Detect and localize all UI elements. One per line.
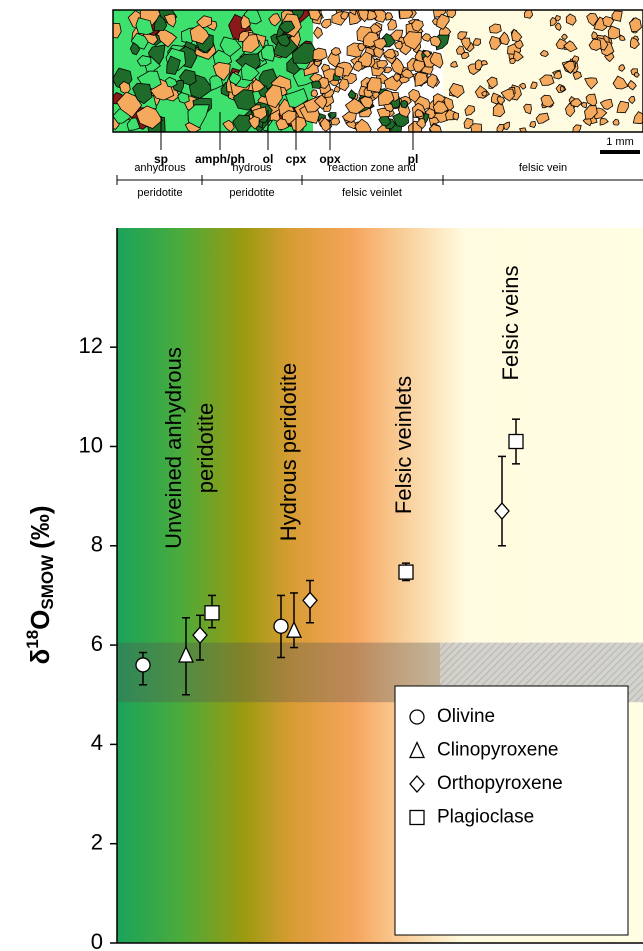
marker xyxy=(274,619,288,633)
group-label: peridotite xyxy=(193,403,218,494)
grain xyxy=(471,124,482,135)
group-label: Unveined anhydrous xyxy=(161,347,186,549)
zone-label: felsic vein xyxy=(519,162,567,174)
delta: δ xyxy=(25,649,55,665)
legend-label: Orthopyroxene xyxy=(437,773,563,794)
y-tick-label: 6 xyxy=(91,631,103,656)
zone-label: anhydrous xyxy=(134,162,186,174)
y-tick-label: 12 xyxy=(79,333,103,358)
y-tick-label: 2 xyxy=(91,830,103,855)
grain xyxy=(108,23,121,38)
grain xyxy=(481,61,487,65)
zone-label: hydrous xyxy=(232,162,272,174)
grain xyxy=(453,112,459,120)
svg-text:δ18OSMOW(‰): δ18OSMOW (‰) xyxy=(23,505,57,664)
zone-label: peridotite xyxy=(229,187,274,199)
mass: 18 xyxy=(23,630,42,649)
group-label: Felsic veins xyxy=(498,266,523,381)
legend-label: Olivine xyxy=(437,706,495,727)
unit: (‰) xyxy=(25,505,55,548)
y-tick-label: 8 xyxy=(91,532,103,557)
figure: δ18OSMOW(‰) spamph/pholcpxopxpl1 mmanhyd… xyxy=(0,0,643,951)
subscript: SMOW xyxy=(38,554,57,610)
grain xyxy=(233,115,252,136)
marker xyxy=(509,435,523,449)
grain xyxy=(401,100,408,108)
mineral-label: cpx xyxy=(286,152,307,166)
marker xyxy=(410,811,424,825)
grain xyxy=(335,66,344,77)
grain xyxy=(312,81,322,89)
legend-label: Plagioclase xyxy=(437,807,534,828)
scale-label: 1 mm xyxy=(606,136,634,148)
marker xyxy=(399,565,413,579)
group-label: Felsic veinlets xyxy=(391,376,416,514)
grain xyxy=(399,3,412,19)
grain xyxy=(612,11,622,22)
grain xyxy=(178,93,190,104)
y-axis-label: δ18OSMOW (‰) xyxy=(23,505,57,664)
y-tick-label: 0 xyxy=(91,929,103,951)
thin-section-sketch xyxy=(106,1,643,139)
grain xyxy=(555,16,560,21)
marker xyxy=(205,606,219,620)
element: O xyxy=(25,610,55,630)
marker xyxy=(136,658,150,672)
y-tick-label: 10 xyxy=(79,432,103,457)
grain xyxy=(510,58,516,63)
reference-band-shade xyxy=(117,643,440,703)
grain xyxy=(331,118,340,125)
zone-label: peridotite xyxy=(137,187,182,199)
marker xyxy=(410,710,424,724)
zone-label: felsic veinlet xyxy=(342,187,402,199)
legend-label: Clinopyroxene xyxy=(437,740,558,761)
group-label: Hydrous peridotite xyxy=(276,363,301,542)
grain xyxy=(309,7,321,20)
zone-label: reaction zone and xyxy=(328,162,415,174)
grain xyxy=(313,48,327,60)
y-tick-label: 4 xyxy=(91,730,103,755)
